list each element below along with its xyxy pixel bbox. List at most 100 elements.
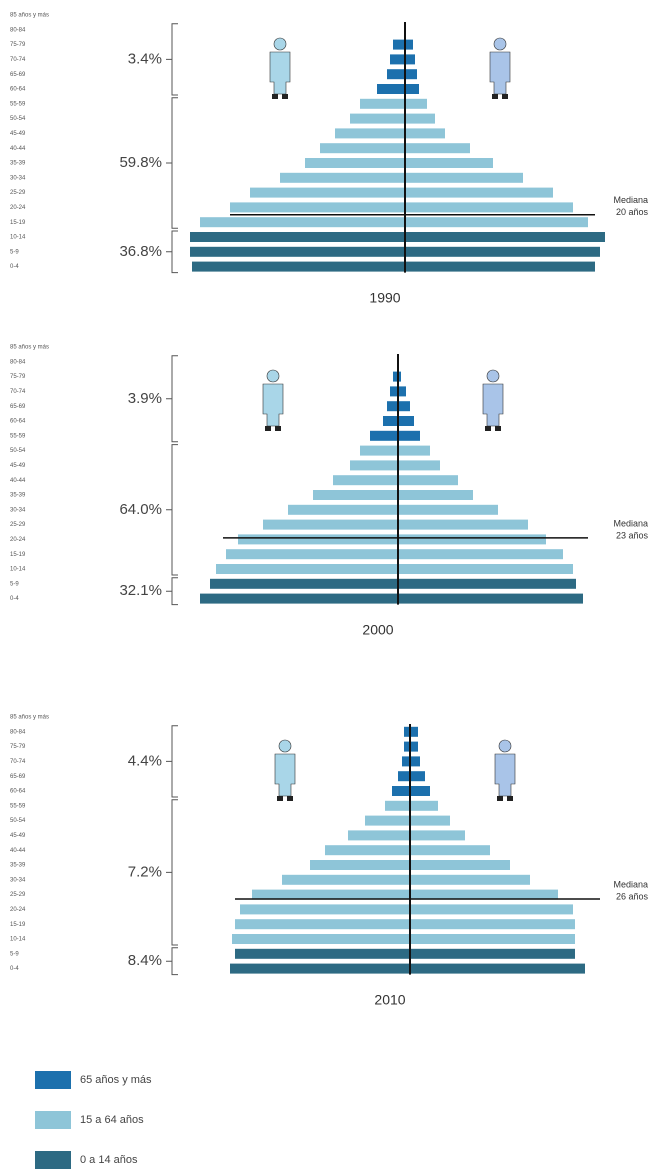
bar <box>410 874 530 885</box>
bar <box>410 815 450 826</box>
bar <box>410 934 575 944</box>
bar <box>335 128 405 139</box>
age-label: 35-39 <box>10 863 26 869</box>
age-label: 40-44 <box>10 146 26 152</box>
age-label: 85 años y más <box>10 345 49 351</box>
age-label: 5-9 <box>10 951 19 957</box>
age-label: 25-29 <box>10 190 26 196</box>
age-label: 15-19 <box>10 552 26 558</box>
bar <box>410 786 430 796</box>
age-label: 30-34 <box>10 877 26 883</box>
bar <box>405 54 415 65</box>
bar <box>313 490 398 500</box>
bar <box>360 445 398 456</box>
legend-swatch <box>35 1071 71 1089</box>
age-label: 10-14 <box>10 937 26 943</box>
bar <box>405 187 553 198</box>
person-icon <box>494 753 516 797</box>
person-icon <box>265 426 271 431</box>
bracket <box>166 799 178 946</box>
bar <box>360 98 405 109</box>
bar <box>333 475 398 486</box>
bar <box>404 741 410 752</box>
bar <box>398 549 563 560</box>
age-label: 20-24 <box>10 205 26 211</box>
bar <box>405 217 588 228</box>
bar <box>405 261 595 272</box>
bar <box>226 549 398 560</box>
age-label: 40-44 <box>10 848 26 854</box>
bar <box>393 371 398 382</box>
bar <box>232 934 410 944</box>
share-label: 4.4% <box>128 752 162 769</box>
bar <box>350 460 398 471</box>
person-icon <box>272 94 278 99</box>
bar <box>405 232 605 242</box>
bracket <box>166 355 178 443</box>
age-label: 55-59 <box>10 101 26 107</box>
person-icon <box>266 369 280 383</box>
bar <box>398 460 440 471</box>
person-icon <box>493 37 507 51</box>
bar <box>410 889 558 900</box>
person-icon <box>269 51 291 95</box>
bar <box>398 534 546 545</box>
bar <box>210 578 398 589</box>
age-label: 80-84 <box>10 27 26 33</box>
bar <box>390 386 398 397</box>
bracket <box>166 725 178 798</box>
bar <box>305 158 405 168</box>
bracket <box>166 23 178 96</box>
bar <box>405 246 600 257</box>
bar <box>410 741 418 752</box>
person-icon <box>282 94 288 99</box>
bar <box>402 756 410 767</box>
bar <box>377 84 405 94</box>
age-label: 25-29 <box>10 892 26 898</box>
person-icon <box>275 426 281 431</box>
person-icon <box>492 94 498 99</box>
bar <box>320 143 405 154</box>
bar <box>398 564 573 574</box>
bar <box>410 756 420 767</box>
age-label: 65-69 <box>10 72 26 78</box>
bar <box>263 519 398 530</box>
bar <box>398 430 420 441</box>
bar <box>410 904 573 915</box>
share-label: 8.4% <box>128 952 162 969</box>
bar <box>390 54 405 65</box>
bar <box>410 771 425 782</box>
bar <box>405 69 417 80</box>
bar <box>404 726 410 737</box>
age-label: 50-54 <box>10 116 26 122</box>
bracket <box>166 230 178 274</box>
person-icon <box>274 753 296 797</box>
bar <box>398 475 458 486</box>
bar <box>310 860 410 870</box>
age-label: 55-59 <box>10 803 26 809</box>
age-label: 70-74 <box>10 57 26 63</box>
age-label: 75-79 <box>10 374 26 380</box>
bracket <box>166 444 178 576</box>
bar <box>398 490 473 500</box>
bar <box>200 593 398 604</box>
median-title: Mediana <box>613 518 648 528</box>
bar <box>410 948 575 959</box>
age-label: 5-9 <box>10 249 19 255</box>
age-label: 40-44 <box>10 478 26 484</box>
age-label: 55-59 <box>10 433 26 439</box>
bar <box>398 593 583 604</box>
age-label: 25-29 <box>10 522 26 528</box>
age-label: 85 años y más <box>10 715 49 721</box>
bar <box>398 371 401 382</box>
bar <box>405 128 445 139</box>
bar <box>235 948 410 959</box>
bar <box>405 113 435 124</box>
bar <box>252 889 410 900</box>
bar <box>410 830 465 841</box>
person-icon <box>497 796 503 801</box>
person-icon <box>485 426 491 431</box>
age-label: 30-34 <box>10 507 26 513</box>
person-icon <box>495 426 501 431</box>
